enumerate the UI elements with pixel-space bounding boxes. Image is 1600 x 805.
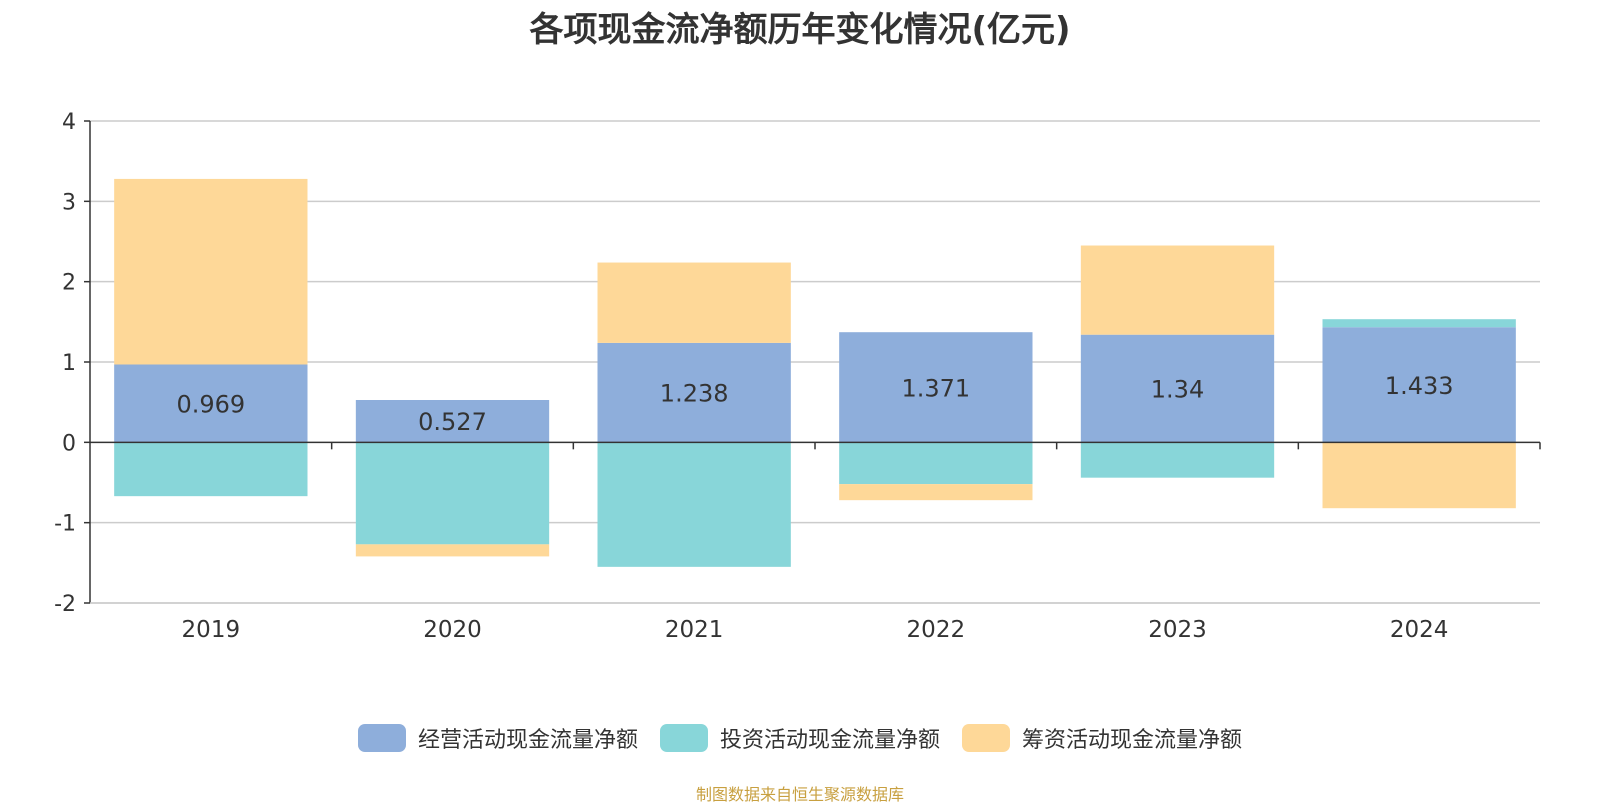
y-tick-label: 4 (62, 110, 76, 135)
x-tick-label: 2021 (665, 617, 724, 643)
bar-operating-2022 (839, 332, 1033, 443)
bar-operating-2019 (114, 364, 308, 443)
data-label: 0.527 (418, 408, 487, 436)
bar-financing-2023 (1080, 245, 1275, 335)
y-tick-label: 2 (62, 271, 76, 296)
legend-item-operating[interactable]: 经营活动现金流量净额 (357, 722, 638, 754)
x-tick-label: 2019 (182, 617, 241, 643)
legend-item-financing[interactable]: 筹资活动现金流量净额 (962, 722, 1242, 754)
bar-financing-2019 (114, 178, 308, 365)
legend-swatch-financing (962, 724, 1010, 752)
legend: 经营活动现金流量净额 投资活动现金流量净额 筹资活动现金流量净额 (0, 722, 1600, 754)
y-tick-label: 3 (62, 190, 76, 215)
data-source-note: 制图数据来自恒生聚源数据库 (695, 785, 904, 804)
x-tick-label: 2022 (907, 617, 966, 643)
y-tick-label: 0 (62, 431, 76, 456)
bar-operating-2023 (1080, 334, 1275, 443)
legend-label-financing: 筹资活动现金流量净额 (1022, 728, 1243, 753)
bar-financing-2022 (839, 484, 1033, 501)
legend-swatch-investing (659, 724, 708, 752)
bar-investing-2022 (839, 442, 1033, 485)
bar-investing-2023 (1080, 442, 1275, 478)
bar-operating-2021 (597, 342, 791, 443)
data-label: 1.433 (1385, 372, 1454, 400)
legend-swatch-operating (357, 724, 406, 752)
legend-label-investing: 投资活动现金流量净额 (719, 728, 940, 753)
data-label: 0.969 (176, 390, 245, 418)
bar-operating-2024 (1322, 327, 1516, 443)
x-tick-label: 2023 (1148, 617, 1207, 643)
legend-item-investing[interactable]: 投资活动现金流量净额 (659, 722, 940, 754)
chart-title: 各项现金流净额历年变化情况(亿元) (529, 10, 1071, 50)
legend-label-operating: 经营活动现金流量净额 (417, 728, 638, 753)
bar-investing-2021 (597, 442, 791, 567)
data-label: 1.238 (660, 380, 729, 408)
x-tick-label: 2020 (423, 617, 482, 643)
bar-investing-2024 (1322, 319, 1516, 328)
data-label: 1.34 (1151, 376, 1204, 404)
bar-financing-2020 (355, 544, 550, 557)
data-label: 1.371 (901, 374, 970, 402)
bar-financing-2021 (597, 262, 791, 343)
bar-financing-2024 (1322, 442, 1516, 509)
x-tick-label: 2024 (1390, 617, 1449, 643)
y-tick-label: -1 (54, 512, 76, 537)
bar-operating-2020 (355, 399, 550, 443)
y-tick-label: -2 (54, 592, 76, 617)
bar-investing-2019 (114, 442, 308, 497)
bar-investing-2020 (355, 442, 550, 545)
y-tick-label: 1 (62, 351, 76, 376)
